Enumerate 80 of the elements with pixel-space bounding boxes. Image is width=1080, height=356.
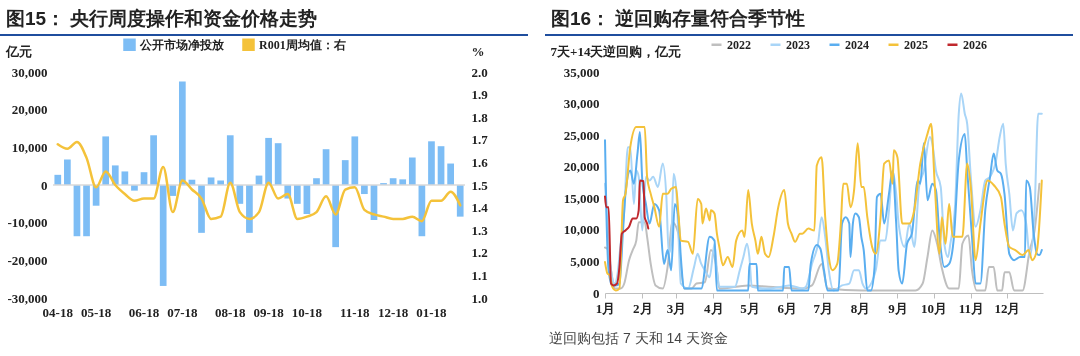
y2-tick-label: 2.0 (471, 64, 488, 80)
x-tick-label: 6月 (777, 300, 797, 316)
chart-title: 图16： 逆回购存量符合季节性 (551, 7, 806, 31)
y-tick-label: 20,000 (563, 159, 600, 175)
bar (54, 174, 62, 185)
y-tick-label: 5,000 (570, 253, 600, 269)
chart-title: 图15： 央行周度操作和资金价格走势 (6, 7, 318, 31)
x-tick-label: 5月 (740, 300, 760, 316)
y-tick-label: 20,000 (11, 102, 48, 118)
y2-tick-label: 1.9 (471, 87, 489, 103)
x-tick-label: 07-18 (167, 304, 199, 320)
y2-tick-label: 1.7 (471, 132, 489, 148)
x-tick-label: 2月 (633, 300, 653, 316)
x-tick-label: 9月 (888, 300, 908, 316)
bar (361, 185, 368, 195)
y-axis-title: 7天+14天逆回购，亿元 (550, 43, 682, 59)
y-axis-title: 亿元 (4, 43, 32, 59)
y2-tick-label: 1.4 (471, 200, 489, 216)
x-tick-label: 7月 (813, 300, 834, 316)
legend-label: 2024 (845, 37, 869, 52)
x-tick-label: 11月 (958, 300, 984, 316)
y-tick-label: 35,000 (563, 64, 600, 80)
bar (64, 159, 71, 185)
x-tick-label: 05-18 (80, 304, 112, 320)
y-tick-label: 10,000 (11, 139, 48, 155)
legend-label: R001周均值：右 (259, 37, 346, 52)
bar (408, 157, 416, 185)
y-tick-label: -10,000 (7, 215, 48, 231)
y2-tick-label: 1.6 (471, 154, 489, 170)
y-tick-label: 0 (593, 285, 600, 301)
bar (159, 185, 167, 286)
bar (179, 81, 186, 185)
x-tick-label: 8月 (850, 300, 871, 316)
x-tick-label: 1月 (595, 300, 616, 316)
x-tick-label: 11-18 (340, 304, 371, 320)
bar (341, 160, 349, 185)
bar (293, 185, 301, 204)
bar (447, 163, 454, 185)
x-tick-label: 01-18 (416, 304, 448, 320)
x-tick-label: 06-18 (128, 304, 160, 320)
x-tick-label: 3月 (666, 300, 687, 316)
y-tick-label: 30,000 (563, 96, 600, 112)
legend-label: 2026 (963, 37, 987, 52)
y2-tick-label: 1.5 (471, 177, 489, 193)
y-tick-label: 10,000 (563, 222, 600, 238)
y-tick-label: -20,000 (7, 252, 48, 268)
y2-tick-label: 1.1 (471, 267, 488, 283)
y-tick-label: 15,000 (563, 190, 600, 206)
x-tick-label: 08-18 (215, 304, 246, 320)
line-series (56, 140, 462, 223)
x-tick-label: 10月 (921, 300, 947, 316)
y2-tick-label: 1.3 (471, 222, 489, 238)
bar (428, 141, 435, 185)
y-tick-label: 0 (41, 177, 48, 193)
bar (246, 185, 253, 233)
legend-label: 公开市场净投放 (139, 37, 225, 52)
x-tick-label: 12月 (994, 300, 1021, 316)
y2-tick-label: 1.2 (471, 245, 488, 261)
bar (351, 136, 359, 185)
y2-axis-title: % (471, 43, 485, 59)
legend-label: 2022 (727, 37, 751, 52)
bar (83, 185, 90, 237)
x-tick-label: 09-18 (253, 304, 285, 320)
y-tick-label: -30,000 (7, 290, 48, 306)
legend-label: 2023 (786, 37, 810, 52)
x-tick-label: 4月 (704, 300, 724, 316)
bar (226, 135, 234, 185)
bar (265, 137, 272, 185)
text: 逆回购包括 7 天和 14 天资金 (549, 330, 728, 348)
line-series (604, 179, 650, 287)
x-tick-label: 10-18 (291, 304, 323, 320)
x-tick-label: 04-18 (42, 304, 74, 320)
y-tick-label: 30,000 (11, 64, 48, 80)
y2-tick-label: 1.8 (471, 109, 489, 125)
y-tick-label: 25,000 (563, 127, 600, 143)
bar (274, 143, 282, 185)
y2-tick-label: 1.0 (471, 290, 488, 306)
bar (150, 135, 157, 185)
legend-label: 2025 (904, 37, 928, 52)
x-tick-label: 12-18 (377, 304, 409, 320)
